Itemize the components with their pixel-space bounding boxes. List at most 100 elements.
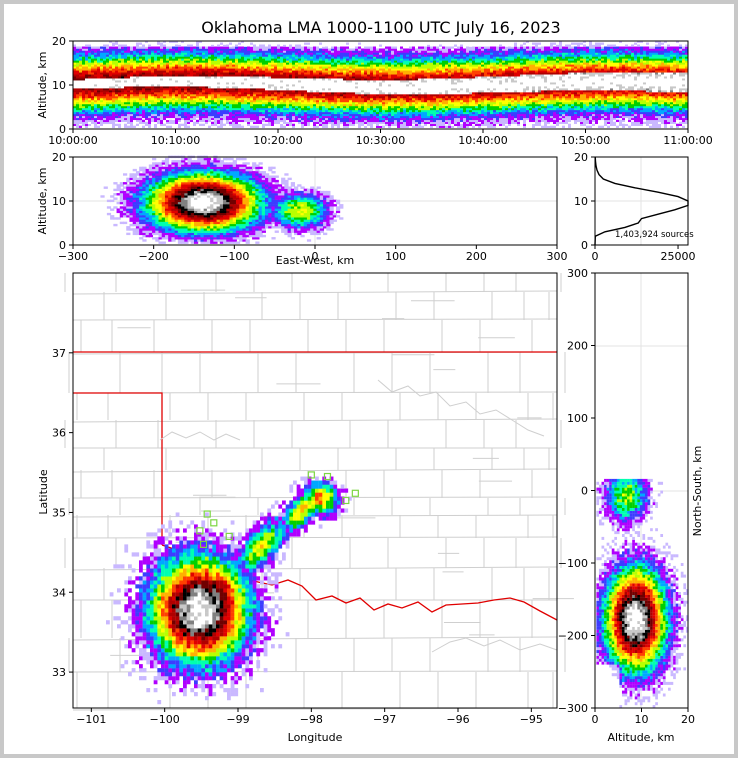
density-cell: [148, 96, 151, 99]
density-cell: [283, 86, 286, 89]
density-cell: [193, 56, 196, 59]
density-cell: [364, 94, 367, 97]
density-cell: [430, 97, 433, 101]
density-cell: [223, 107, 226, 111]
density-cell: [259, 72, 262, 75]
density-cell: [253, 62, 256, 65]
density-cell: [211, 88, 214, 91]
density-cell: [340, 117, 343, 121]
density-cell: [82, 107, 85, 111]
density-cell: [376, 117, 379, 121]
density-cell: [82, 111, 85, 115]
density-cell: [97, 54, 100, 57]
density-cell: [286, 70, 289, 73]
density-cell: [367, 115, 370, 119]
density-cell: [142, 84, 145, 87]
density-cell: [331, 111, 334, 115]
density-cell: [271, 52, 274, 55]
density-cell: [250, 50, 253, 53]
density-cell: [127, 58, 130, 61]
density-cell: [196, 72, 199, 75]
density-cell: [241, 68, 244, 71]
density-cell: [367, 117, 370, 121]
density-cell: [319, 58, 322, 61]
density-cell: [328, 103, 331, 107]
density-cell: [133, 107, 136, 111]
density-cell: [136, 46, 139, 49]
density-cell: [424, 121, 427, 125]
density-cell: [250, 109, 253, 113]
density-cell: [190, 80, 193, 83]
density-cell: [103, 82, 106, 85]
density-cell: [406, 64, 409, 67]
density-cell: [346, 99, 349, 103]
density-cell: [271, 78, 274, 81]
density-cell: [433, 107, 436, 111]
density-cell: [244, 64, 247, 67]
density-cell: [226, 44, 229, 47]
density-cell: [223, 94, 226, 97]
density-cell: [244, 101, 247, 105]
density-cell: [337, 92, 340, 95]
density-cell: [100, 74, 103, 77]
density-cell: [166, 117, 169, 121]
density-cell: [136, 88, 139, 91]
density-cell: [247, 78, 250, 81]
density-cell: [130, 103, 133, 107]
density-cell: [256, 62, 259, 65]
density-cell: [373, 117, 376, 121]
density-cell: [430, 64, 433, 67]
density-cell: [91, 90, 94, 93]
density-cell: [280, 101, 283, 105]
density-cell: [364, 119, 367, 123]
density-cell: [73, 60, 76, 63]
density-cell: [349, 60, 352, 63]
density-cell: [436, 113, 439, 117]
density-cell: [265, 80, 268, 83]
density-cell: [265, 115, 268, 119]
density-cell: [220, 74, 223, 77]
density-cell: [139, 90, 142, 93]
density-cell: [430, 54, 433, 57]
density-cell: [421, 58, 424, 61]
density-cell: [379, 119, 382, 123]
density-cell: [322, 50, 325, 53]
density-cell: [97, 103, 100, 107]
density-cell: [199, 58, 202, 61]
density-cell: [79, 101, 82, 105]
density-cell: [262, 97, 265, 101]
density-cell: [376, 125, 379, 128]
density-cell: [271, 92, 274, 95]
density-cell: [256, 111, 259, 115]
density-cell: [340, 99, 343, 103]
density-cell: [382, 72, 385, 75]
density-cell: [202, 66, 205, 69]
density-cell: [88, 86, 91, 89]
density-cell: [232, 123, 235, 126]
density-cell: [367, 68, 370, 71]
density-cell: [208, 84, 211, 87]
density-cell: [88, 117, 91, 121]
density-cell: [424, 80, 427, 83]
density-cell: [214, 96, 217, 99]
density-cell: [208, 62, 211, 65]
density-cell: [310, 78, 313, 81]
density-cell: [259, 101, 262, 105]
density-cell: [322, 115, 325, 119]
density-cell: [79, 80, 82, 83]
density-cell: [190, 58, 193, 61]
density-cell: [322, 86, 325, 89]
density-cell: [238, 92, 241, 95]
density-cell: [376, 82, 379, 85]
density-cell: [76, 123, 79, 126]
density-cell: [193, 80, 196, 83]
density-cell: [193, 72, 196, 75]
density-cell: [238, 84, 241, 87]
density-cell: [103, 113, 106, 117]
density-cell: [85, 125, 88, 128]
density-cell: [193, 58, 196, 61]
density-cell: [265, 103, 268, 107]
density-cell: [229, 46, 232, 49]
density-cell: [292, 62, 295, 65]
density-cell: [313, 119, 316, 123]
